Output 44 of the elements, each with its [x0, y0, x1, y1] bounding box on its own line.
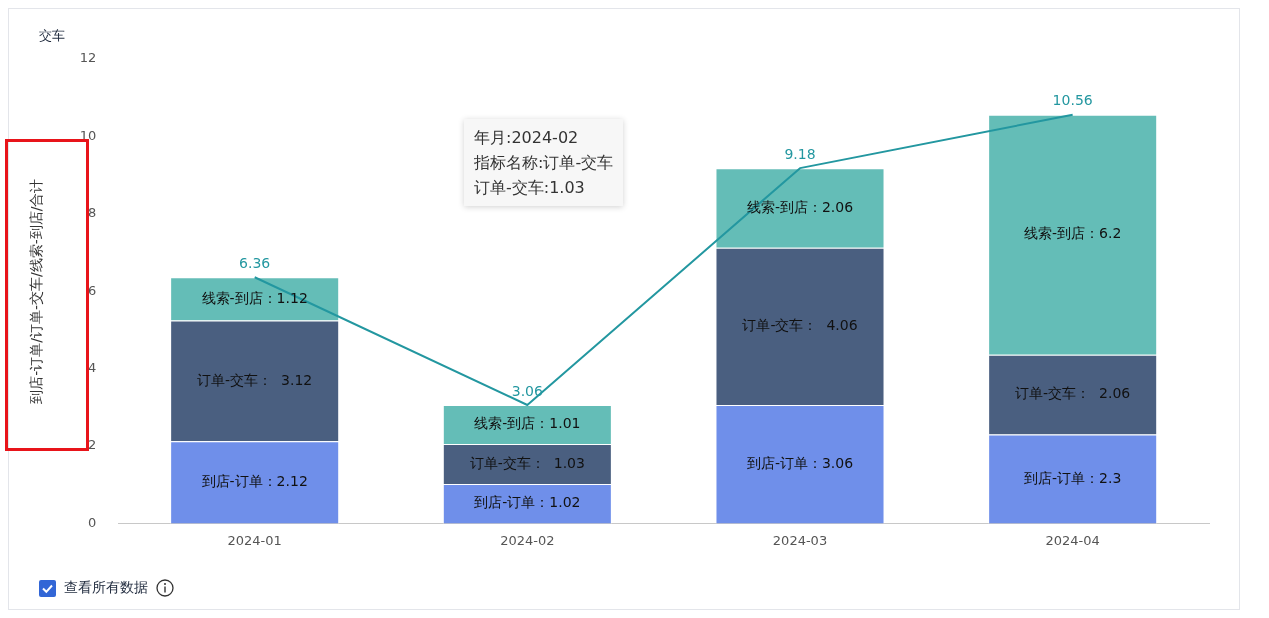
- text: 线索-到店: [1024, 225, 1086, 242]
- text: 订单-交车: [1015, 385, 1077, 402]
- y-tick-label: 0: [88, 514, 97, 530]
- data-label: ：1.02: [535, 494, 581, 511]
- data-label: 6.36: [239, 254, 271, 271]
- data-label: ： 1.03: [530, 454, 585, 471]
- data-label: 9.18: [784, 145, 816, 162]
- data-label: ： 3.12: [258, 371, 313, 388]
- data-label: ：2.12: [262, 473, 308, 490]
- y-tick-label: 4: [88, 359, 97, 375]
- text: 订单-交车: [197, 371, 259, 388]
- data-label: ： 4.06: [803, 317, 858, 334]
- text: 线索-到店: [746, 198, 808, 215]
- annotation: 订单-交车:1.03: [474, 177, 586, 199]
- data-label: 10.56: [1052, 92, 1093, 109]
- series-label: 线索-到店: [474, 415, 536, 432]
- data-label: ：6.2: [1085, 225, 1122, 242]
- data-label: ：1.01: [535, 415, 581, 432]
- annotation: 指标名称:订单-交车: [474, 152, 614, 174]
- y-axis-title: 到店-订单/订单-交车/线索-到店/合计: [28, 178, 45, 404]
- data-label: ：1.12: [262, 289, 308, 306]
- x-tick-label: 2024-03: [772, 532, 828, 548]
- annotation: 年月:2024-02: [474, 127, 580, 149]
- y-tick-label: 6: [88, 282, 97, 298]
- data-label: ：3.06: [807, 454, 854, 471]
- series-label: 订单-交车: [469, 454, 531, 471]
- y-tick-label: 12: [79, 50, 97, 66]
- text: 到店-订单: [201, 473, 263, 490]
- data-label: ： 2.06: [1076, 385, 1131, 402]
- x-tick-label: 2024-02: [500, 532, 555, 548]
- x-tick-label: 2024-01: [227, 532, 282, 548]
- text: 线索-到店: [201, 289, 263, 306]
- text: 交车: [39, 27, 65, 45]
- data-label: ：2.3: [1085, 469, 1122, 486]
- text: 订单-交车: [742, 317, 804, 334]
- data-label: 3.06: [511, 382, 544, 399]
- text: 到店-订单: [746, 454, 808, 471]
- y-tick-label: 8: [88, 205, 97, 221]
- data-label: ：2.06: [807, 198, 854, 215]
- text: 查看所有数据: [64, 579, 148, 597]
- series-label: 到店-订单: [474, 494, 536, 511]
- text: 到店-订单: [1024, 469, 1086, 486]
- y-tick-label: 2: [88, 437, 97, 453]
- x-tick-label: 2024-04: [1045, 532, 1100, 548]
